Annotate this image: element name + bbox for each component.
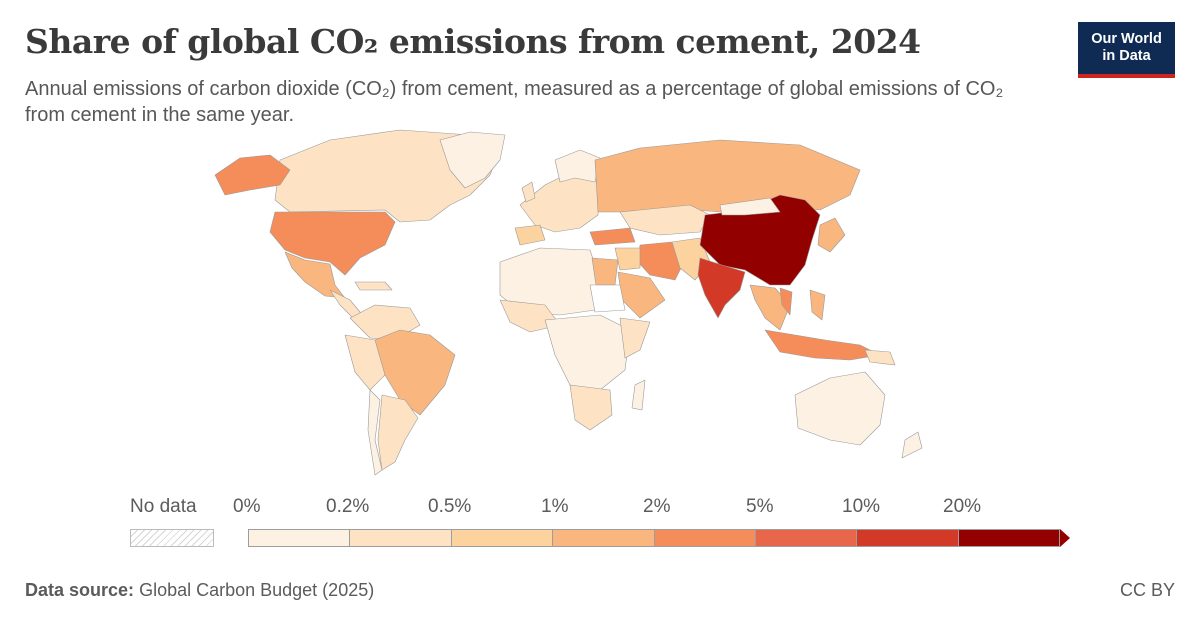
region-madagascar[interactable]	[631, 379, 646, 411]
region-caribbean[interactable]	[354, 281, 393, 291]
chart-title: Share of global CO₂ emissions from cemen…	[25, 22, 921, 61]
region-papua-new-guinea[interactable]	[864, 349, 896, 366]
region-scandinavia[interactable]	[554, 149, 601, 183]
region-west-africa[interactable]	[499, 299, 561, 333]
legend-tick-label: 0%	[233, 496, 261, 517]
legend-bin[interactable]	[450, 529, 554, 547]
data-source-text[interactable]: Global Carbon Budget (2025)	[139, 580, 375, 600]
region-spain[interactable]	[514, 224, 546, 246]
legend-bin[interactable]	[349, 529, 452, 547]
region-alaska[interactable]	[214, 154, 291, 196]
region-argentina[interactable]	[377, 394, 419, 471]
region-philippines[interactable]	[809, 289, 826, 321]
legend-tick-label: 0.5%	[428, 496, 472, 517]
license-label[interactable]: CC BY	[1119, 580, 1175, 600]
legend-tick-label: 2%	[643, 496, 671, 517]
legend-arrow-icon	[1060, 529, 1070, 547]
region-turkey[interactable]	[589, 227, 636, 246]
legend-tick-label: 20%	[943, 496, 982, 517]
legend-tick-label: 0.2%	[326, 496, 370, 517]
region-new-zealand[interactable]	[901, 431, 923, 459]
data-source: Data source: Global Carbon Budget (2025)	[25, 580, 374, 601]
region-southern-africa[interactable]	[569, 384, 613, 431]
region-russia[interactable]	[594, 139, 861, 213]
legend-bin[interactable]	[957, 529, 1061, 547]
region-southeast-asia[interactable]	[749, 284, 791, 331]
chart-subtitle: Annual emissions of carbon dioxide (CO₂)…	[25, 78, 1004, 126]
region-mongolia[interactable]	[719, 197, 781, 216]
region-vietnam[interactable]	[779, 287, 793, 316]
region-central-africa[interactable]	[544, 314, 631, 391]
legend-bin[interactable]	[856, 529, 959, 547]
region-europe[interactable]	[519, 169, 601, 233]
region-canada[interactable]	[274, 129, 501, 223]
region-indonesia[interactable]	[764, 329, 881, 361]
logo-line-1: Our World	[1091, 31, 1162, 47]
owid-logo[interactable]: Our World in Data	[1078, 22, 1175, 78]
legend-tick-label: 10%	[842, 496, 881, 517]
legend-tick-label: 5%	[746, 496, 774, 517]
logo-line-2: in Data	[1102, 48, 1151, 64]
region-united-states[interactable]	[269, 211, 396, 276]
region-japan-korea[interactable]	[817, 217, 846, 253]
region-greenland[interactable]	[439, 131, 506, 189]
region-sudan[interactable]	[589, 284, 626, 313]
legend-bin[interactable]	[248, 529, 351, 547]
legend-bin[interactable]	[552, 529, 655, 547]
legend-bin[interactable]	[754, 529, 858, 547]
legend-tick-label: 1%	[541, 496, 569, 517]
legend-bin[interactable]	[653, 529, 756, 547]
legend-no-data-label: No data	[130, 496, 197, 517]
region-egypt[interactable]	[591, 257, 619, 286]
region-australia[interactable]	[794, 371, 886, 446]
data-source-label: Data source:	[25, 580, 135, 600]
legend-no-data-swatch	[130, 529, 214, 547]
region-india[interactable]	[697, 257, 746, 319]
region-middle-east[interactable]	[614, 247, 641, 271]
region-saudi-arabia[interactable]	[617, 271, 666, 319]
region-peru-bolivia[interactable]	[344, 334, 386, 391]
region-east-africa[interactable]	[619, 317, 651, 359]
legend-color-scale	[248, 529, 1061, 547]
region-uk[interactable]	[521, 181, 536, 203]
